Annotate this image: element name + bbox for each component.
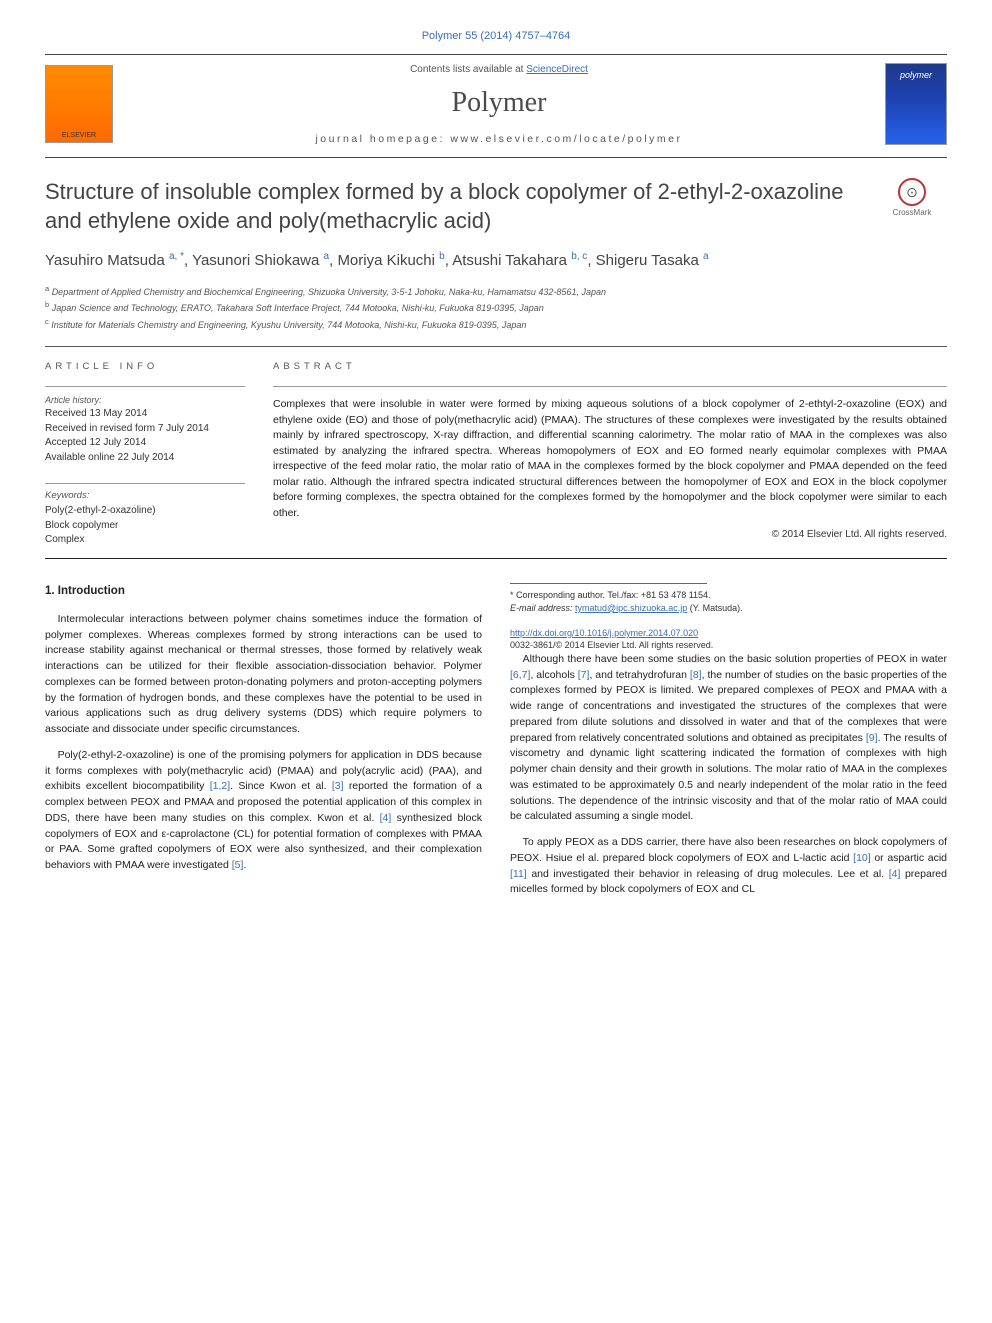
text: , alcohols — [530, 669, 577, 681]
ref-link[interactable]: [9] — [866, 732, 878, 744]
para: To apply PEOX as a DDS carrier, there ha… — [510, 835, 947, 898]
left-footer: * Corresponding author. Tel./fax: +81 53… — [510, 583, 947, 652]
rule — [45, 346, 947, 347]
text: , and tetrahydrofuran — [589, 669, 689, 681]
abstract-text: Complexes that were insoluble in water w… — [273, 397, 947, 521]
journal-header: ELSEVIER Contents lists available at Sci… — [45, 54, 947, 158]
email-label: E-mail address: — [510, 603, 575, 613]
author: Yasuhiro Matsuda — [45, 252, 165, 269]
keyword: Complex — [45, 533, 245, 548]
journal-cover: polymer — [885, 63, 947, 145]
author: Moriya Kikuchi — [337, 252, 435, 269]
copyright: © 2014 Elsevier Ltd. All rights reserved… — [273, 529, 947, 540]
sciencedirect-link[interactable]: ScienceDirect — [526, 64, 588, 75]
contents-list: Contents lists available at ScienceDirec… — [113, 64, 885, 75]
para: Although there have been some studies on… — [510, 652, 947, 825]
aff-text: Institute for Materials Chemistry and En… — [51, 320, 526, 330]
author: Yasunori Shiokawa — [192, 252, 319, 269]
ref-link[interactable]: [11] — [510, 868, 527, 880]
doi-link[interactable]: http://dx.doi.org/10.1016/j.polymer.2014… — [510, 628, 698, 638]
journal-homepage: journal homepage: www.elsevier.com/locat… — [113, 133, 885, 145]
author-aff: a, * — [169, 251, 184, 262]
ref-link[interactable]: [5] — [232, 859, 244, 871]
aff-key: c — [45, 317, 49, 326]
keyword: Poly(2-ethyl-2-oxazoline) — [45, 504, 245, 519]
authors: Yasuhiro Matsuda a, *, Yasunori Shiokawa… — [45, 249, 947, 273]
author: Atsushi Takahara — [452, 252, 567, 269]
affiliations: a Department of Applied Chemistry and Bi… — [45, 283, 947, 333]
article-info-label: ARTICLE INFO — [45, 361, 245, 372]
author-aff: a — [324, 251, 330, 262]
footnotes: * Corresponding author. Tel./fax: +81 53… — [510, 589, 947, 615]
issn: 0032-3861/© 2014 Elsevier Ltd. All right… — [510, 639, 947, 652]
text: . The results of viscometry and dynamic … — [510, 732, 947, 823]
history-revised: Received in revised form 7 July 2014 — [45, 422, 245, 437]
keywords: Poly(2-ethyl-2-oxazoline) Block copolyme… — [45, 504, 245, 548]
article-info: ARTICLE INFO Article history: Received 1… — [45, 361, 245, 548]
aff-key: b — [45, 300, 49, 309]
keyword: Block copolymer — [45, 519, 245, 534]
ref-link[interactable]: [6,7] — [510, 669, 530, 681]
ref-link[interactable]: [1,2] — [210, 780, 230, 792]
text: or aspartic acid — [871, 852, 947, 864]
crossmark-label: CrossMark — [893, 208, 932, 217]
rule-thick — [45, 558, 947, 559]
ref-link[interactable]: [4] — [380, 812, 392, 824]
aff-text: Department of Applied Chemistry and Bioc… — [52, 287, 606, 297]
ref-link[interactable]: [10] — [853, 852, 871, 864]
history-accepted: Accepted 12 July 2014 — [45, 436, 245, 451]
article-title: Structure of insoluble complex formed by… — [45, 178, 877, 235]
body-columns: 1. Introduction Intermolecular interacti… — [45, 583, 947, 900]
abstract-label: ABSTRACT — [273, 361, 947, 372]
aff-key: a — [45, 284, 49, 293]
text: . — [243, 859, 246, 871]
aff-text: Japan Science and Technology, ERATO, Tak… — [52, 303, 544, 313]
ref-link[interactable]: [7] — [578, 669, 590, 681]
crossmark-badge[interactable]: ⊙ CrossMark — [877, 178, 947, 217]
ref-link[interactable]: [8] — [690, 669, 702, 681]
doi-block: http://dx.doi.org/10.1016/j.polymer.2014… — [510, 627, 947, 652]
text: . Since Kwon et al. — [230, 780, 332, 792]
email-link[interactable]: tymatud@ipc.shizuoka.ac.jp — [575, 603, 687, 613]
author-aff: a — [703, 251, 709, 262]
meta-row: ARTICLE INFO Article history: Received 1… — [45, 361, 947, 548]
keywords-label: Keywords: — [45, 490, 245, 501]
para: Poly(2-ethyl-2-oxazoline) is one of the … — [45, 748, 482, 874]
journal-title: Polymer — [113, 87, 885, 119]
history-label: Article history: — [45, 395, 245, 405]
author-aff: b, c — [571, 251, 587, 262]
para: Intermolecular interactions between poly… — [45, 612, 482, 738]
crossmark-icon: ⊙ — [898, 178, 926, 206]
history: Received 13 May 2014 Received in revised… — [45, 407, 245, 465]
text: Although there have been some studies on… — [523, 653, 947, 665]
elsevier-logo: ELSEVIER — [45, 65, 113, 143]
ref-link[interactable]: [3] — [332, 780, 344, 792]
author: Shigeru Tasaka — [596, 252, 699, 269]
history-received: Received 13 May 2014 — [45, 407, 245, 422]
author-aff: b — [439, 251, 445, 262]
contents-prefix: Contents lists available at — [410, 64, 526, 75]
abstract-block: ABSTRACT Complexes that were insoluble i… — [273, 361, 947, 548]
email-suffix: (Y. Matsuda). — [687, 603, 742, 613]
footnote-rule — [510, 583, 707, 584]
citation: Polymer 55 (2014) 4757–4764 — [45, 30, 947, 42]
header-center: Contents lists available at ScienceDirec… — [113, 64, 885, 145]
text: and investigated their behavior in relea… — [527, 868, 889, 880]
ref-link[interactable]: [4] — [889, 868, 901, 880]
corresponding-author: * Corresponding author. Tel./fax: +81 53… — [510, 589, 947, 602]
history-online: Available online 22 July 2014 — [45, 451, 245, 466]
intro-heading: 1. Introduction — [45, 583, 482, 600]
